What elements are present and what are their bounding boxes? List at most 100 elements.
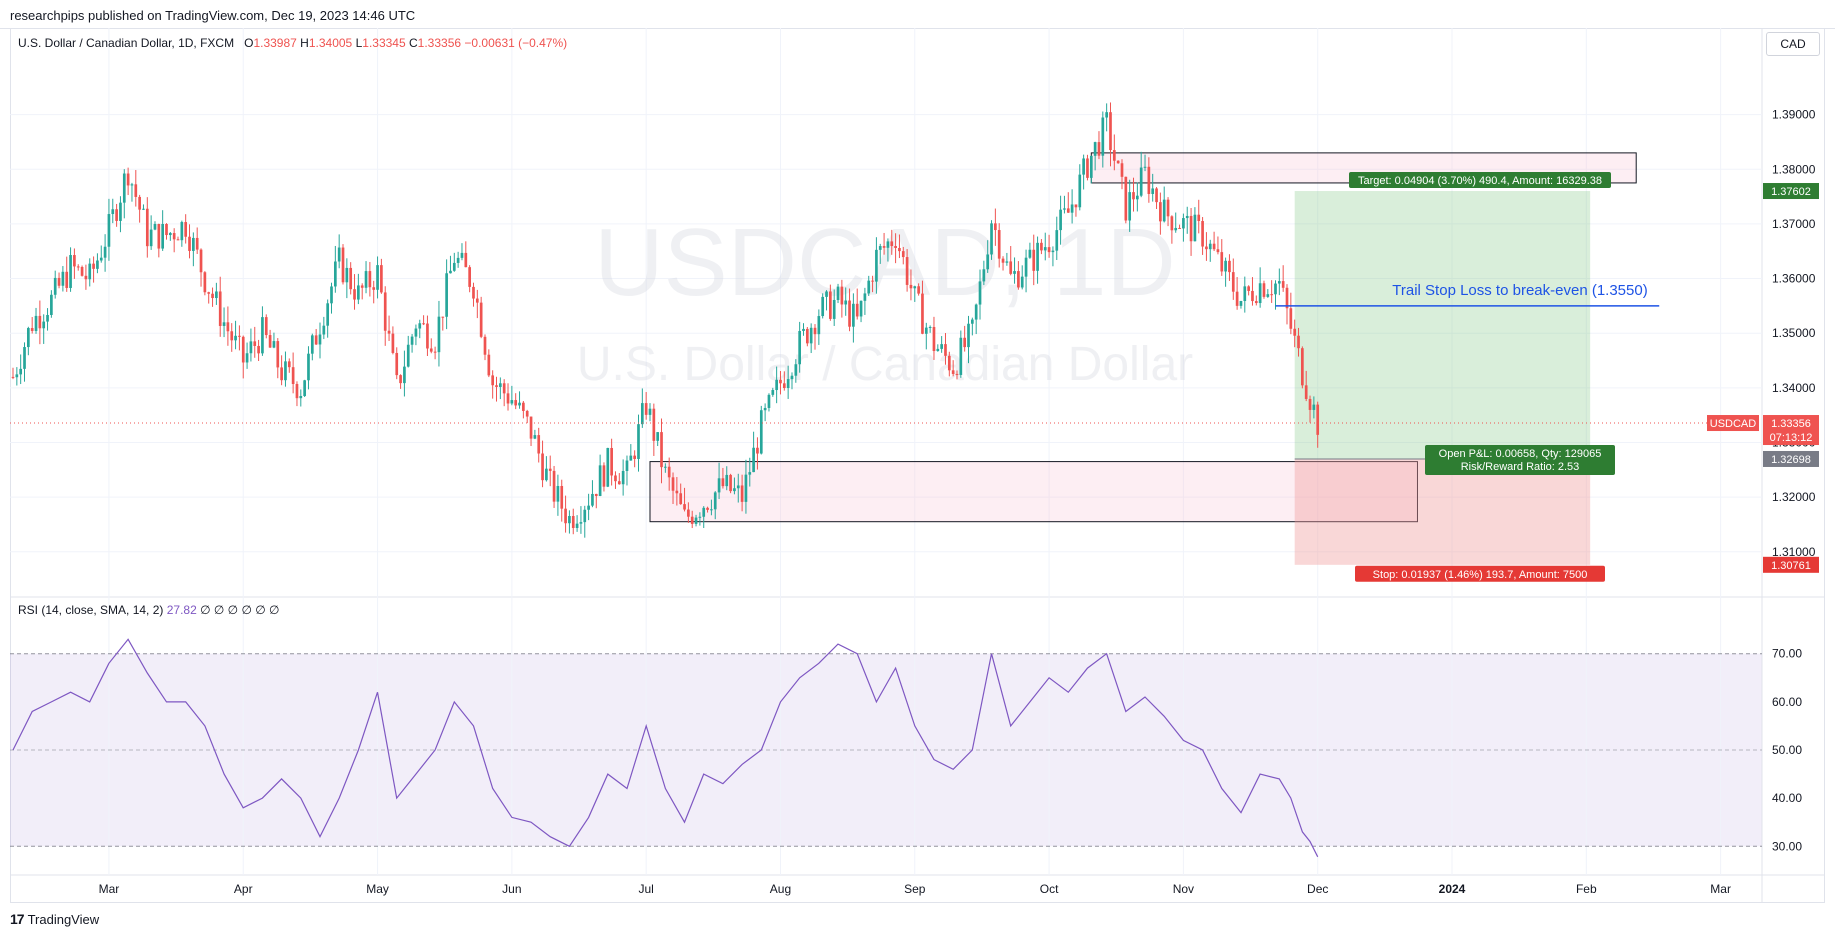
candle-body [1312, 404, 1316, 410]
candle-body [291, 367, 295, 384]
candle-body [399, 375, 402, 384]
candle-body [840, 286, 844, 305]
candle-body [890, 241, 894, 247]
candle-body [955, 373, 959, 375]
candle-body [690, 516, 694, 524]
candle-body [1036, 242, 1039, 271]
candle-body [936, 348, 940, 352]
candle-body [372, 287, 376, 290]
candle-body [667, 466, 671, 478]
candle-body [863, 293, 867, 301]
candle-body [1212, 243, 1216, 250]
candle-body [395, 352, 399, 376]
rsi-tick-label: 50.00 [1772, 743, 1802, 757]
candle-body [959, 337, 963, 375]
candle-body [326, 303, 330, 326]
candle-body [456, 257, 460, 263]
candle-body [579, 522, 583, 524]
candle-body [1159, 202, 1162, 222]
profit-area [1294, 191, 1591, 459]
candle-body [721, 478, 725, 487]
candle-body [617, 481, 621, 485]
candle-body [1201, 221, 1204, 247]
currency-button[interactable]: CAD [1766, 32, 1820, 56]
candle-body [38, 315, 42, 329]
candle-body [660, 432, 663, 468]
candle-body [560, 485, 564, 509]
last-price-tag-bg [1763, 415, 1819, 446]
candle-body [15, 374, 19, 378]
candle-body [337, 247, 341, 262]
candle-body [360, 285, 364, 288]
candle-body [1155, 188, 1158, 203]
candle-body [706, 507, 709, 510]
target-label-text: Target: 0.04904 (3.70%) 490.4, Amount: 1… [1358, 175, 1602, 187]
price-tags: 1.37602 1.33356 07:13:12 1.32698 1.30761 USDC… [1707, 183, 1819, 573]
high-value: 1.34005 [308, 36, 353, 50]
price-tick-label: 1.32000 [1772, 490, 1816, 504]
candle-body [69, 255, 72, 288]
candle-body [1166, 199, 1170, 217]
price-tick-label: 1.37000 [1772, 217, 1816, 231]
candle-body [414, 328, 418, 337]
time-tick-label: Apr [234, 882, 253, 896]
entry-price-tag-text: 1.32698 [1771, 454, 1811, 466]
candle-body [687, 509, 690, 517]
candle-body [1266, 294, 1270, 297]
symbol-tag-text: USDCAD [1710, 418, 1757, 430]
candle-body [199, 249, 203, 273]
zones [649, 152, 1637, 523]
candle-body [437, 316, 441, 353]
candle-body [1243, 286, 1247, 301]
time-tick-label: Dec [1307, 882, 1328, 896]
candle-body [894, 246, 897, 248]
candle-body [829, 291, 832, 319]
candle-body [468, 267, 471, 287]
candle-body [867, 280, 871, 294]
candle-body [1032, 249, 1036, 271]
candle-body [713, 492, 717, 510]
candle-body [974, 304, 978, 320]
candle-body [1174, 227, 1178, 231]
candle-body [195, 237, 199, 250]
candle-body [314, 335, 318, 345]
candle-body [679, 493, 683, 505]
candle-body [410, 336, 414, 345]
candle-body [376, 265, 379, 290]
candle-body [924, 327, 928, 334]
candle-body [729, 474, 732, 492]
candle-body [744, 474, 748, 502]
candle-body [541, 453, 544, 481]
candle-body [683, 504, 686, 510]
candle-body [510, 400, 514, 404]
candle-body [180, 222, 184, 241]
candle-body [115, 209, 118, 221]
watermark-name: U.S. Dollar / Canadian Dollar [577, 338, 1193, 391]
candle-body [1051, 250, 1055, 253]
candle-body [825, 291, 828, 297]
candle-body [249, 341, 253, 354]
candle-body [1208, 243, 1212, 250]
low-label: L [355, 36, 363, 50]
candle-body [391, 333, 395, 353]
trail-stop: Trail Stop Loss to break-even (1.3550) [1275, 282, 1660, 307]
candle-body [802, 328, 805, 331]
candle-body [449, 270, 452, 274]
candle-body [1189, 215, 1193, 242]
candle-body [986, 254, 990, 270]
candle-body [525, 410, 529, 417]
rsi-tick-label: 40.00 [1772, 791, 1802, 805]
time-tick-label: May [366, 882, 389, 896]
candle-body [855, 303, 859, 317]
candle-body [452, 262, 456, 271]
candle-body [403, 366, 406, 384]
candle-body [947, 355, 951, 371]
candle-body [1224, 260, 1227, 272]
candle-body [836, 286, 840, 301]
candle-body [610, 447, 613, 476]
candle-body [1231, 272, 1235, 292]
candle-body [445, 273, 448, 317]
candle-body [1043, 247, 1047, 251]
candle-body [280, 367, 283, 381]
